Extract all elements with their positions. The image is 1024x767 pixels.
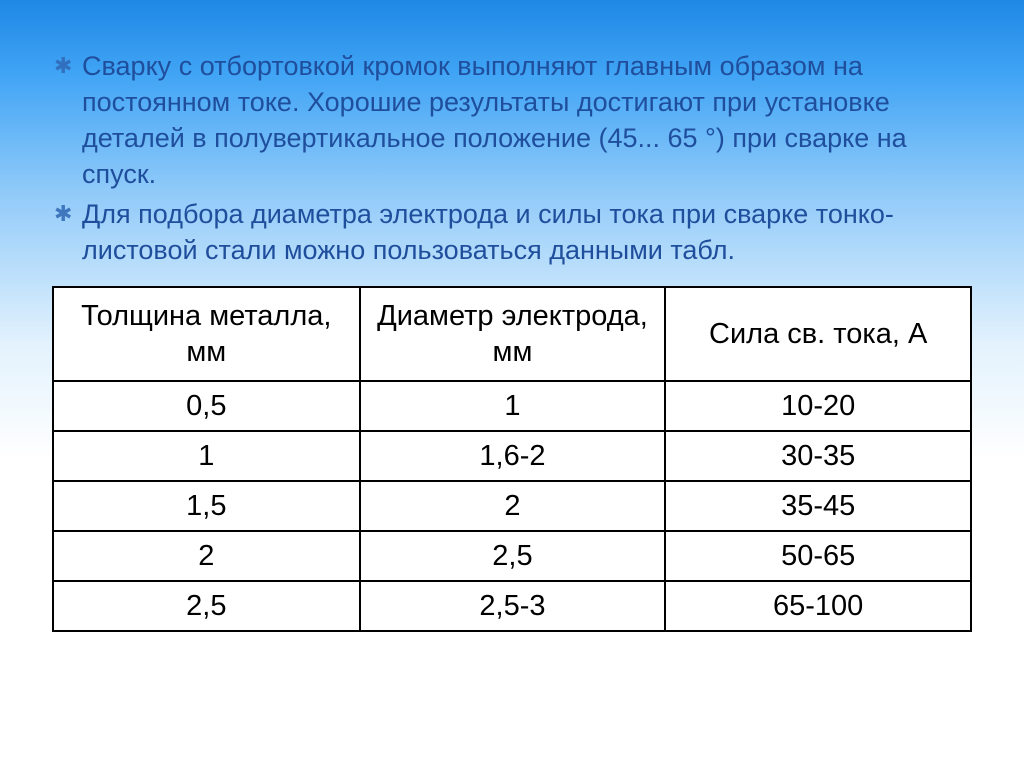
cell: 2,5: [360, 531, 666, 581]
cell: 1: [53, 431, 360, 481]
table-row: 2 2,5 50-65: [53, 531, 971, 581]
col-header-diameter: Диаметр электрода, мм: [360, 287, 666, 381]
col-header-current: Сила св. тока, А: [665, 287, 971, 381]
bullet-list: ✱ Сварку с отбортовкой кромок выполняют …: [52, 48, 972, 268]
cell: 0,5: [53, 381, 360, 431]
welding-parameters-table: Толщина металла, мм Диаметр электрода, м…: [52, 286, 972, 632]
cell: 1,5: [53, 481, 360, 531]
bullet-text: Сварку с отбортовкой кромок выполняют гл…: [82, 48, 972, 192]
cell: 35-45: [665, 481, 971, 531]
cell: 2,5-3: [360, 581, 666, 631]
cell: 2: [360, 481, 666, 531]
bullet-item: ✱ Сварку с отбортовкой кромок выполняют …: [52, 48, 972, 192]
table-row: 2,5 2,5-3 65-100: [53, 581, 971, 631]
cell: 2: [53, 531, 360, 581]
cell: 65-100: [665, 581, 971, 631]
bullet-text: Для подбора диаметра электрода и силы то…: [82, 196, 972, 268]
asterisk-icon: ✱: [52, 48, 82, 84]
cell: 30-35: [665, 431, 971, 481]
cell: 1: [360, 381, 666, 431]
col-header-thickness: Толщина металла, мм: [53, 287, 360, 381]
cell: 50-65: [665, 531, 971, 581]
table-row: 0,5 1 10-20: [53, 381, 971, 431]
table-row: 1,5 2 35-45: [53, 481, 971, 531]
table-header-row: Толщина металла, мм Диаметр электрода, м…: [53, 287, 971, 381]
bullet-item: ✱ Для подбора диаметра электрода и силы …: [52, 196, 972, 268]
asterisk-icon: ✱: [52, 196, 82, 232]
table-row: 1 1,6-2 30-35: [53, 431, 971, 481]
cell: 10-20: [665, 381, 971, 431]
cell: 2,5: [53, 581, 360, 631]
cell: 1,6-2: [360, 431, 666, 481]
